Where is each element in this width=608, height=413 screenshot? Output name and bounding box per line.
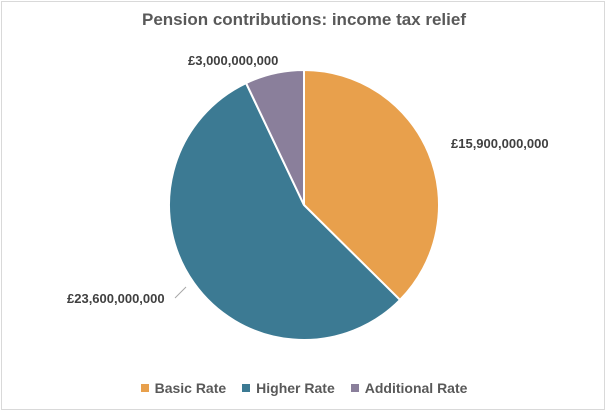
data-label-basic-rate: £15,900,000,000 — [451, 136, 549, 151]
data-label-higher-rate: £23,600,000,000 — [67, 291, 165, 306]
data-label-additional-rate: £3,000,000,000 — [188, 53, 278, 68]
legend-item-higher-rate: Higher Rate — [242, 380, 335, 396]
legend-item-additional-rate: Additional Rate — [350, 380, 468, 396]
pie-slice-basic-rate — [303, 68, 441, 302]
leader-line — [174, 286, 187, 299]
legend-label: Basic Rate — [154, 380, 227, 396]
legend-item-basic-rate: Basic Rate — [140, 380, 227, 396]
legend-swatch — [242, 384, 251, 392]
legend-swatch — [350, 384, 359, 392]
legend-swatch — [140, 384, 149, 392]
pie-slice-additional-rate — [244, 68, 305, 206]
legend-label: Higher Rate — [256, 380, 335, 396]
legend-label: Additional Rate — [364, 380, 468, 396]
legend: Basic Rate Higher Rate Additional Rate — [2, 380, 606, 396]
pie-slice-higher-rate — [168, 81, 402, 341]
chart-title: Pension contributions: income tax relief — [142, 10, 466, 29]
